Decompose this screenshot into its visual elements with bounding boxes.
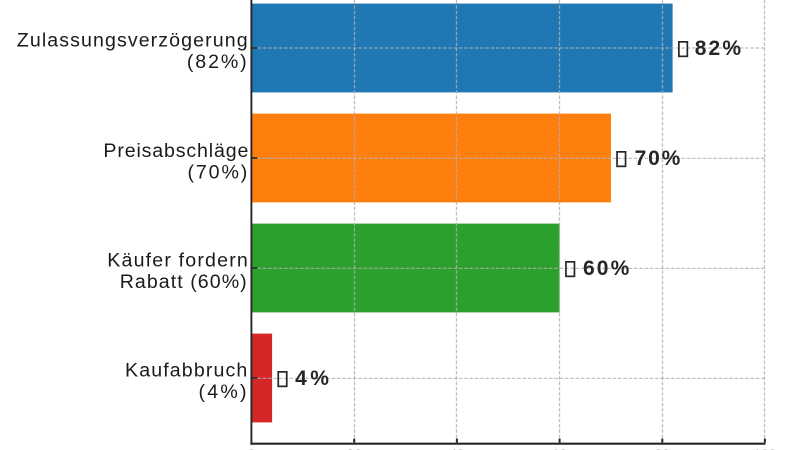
svg-text:60%: 60% [583,257,630,280]
svg-text:Preisabschläge: Preisabschläge [103,140,248,162]
svg-text:Zulassungsverzögerung: Zulassungsverzögerung [17,30,248,52]
svg-text:60: 60 [552,446,568,450]
svg-text:0: 0 [248,446,256,450]
svg-text:4%: 4% [295,367,329,390]
svg-text:(70%): (70%) [188,162,248,184]
svg-text:Rabatt (60%): Rabatt (60%) [120,271,247,293]
svg-text:(82%): (82%) [187,51,247,73]
svg-text:70%: 70% [635,147,681,170]
svg-text:(4%): (4%) [199,381,247,403]
svg-text:20: 20 [346,446,362,450]
svg-text:100: 100 [753,446,777,450]
svg-text:Kaufabbruch: Kaufabbruch [125,360,247,382]
svg-text:82%: 82% [695,37,742,60]
svg-text:80: 80 [655,446,671,450]
svg-text:40: 40 [449,446,465,450]
